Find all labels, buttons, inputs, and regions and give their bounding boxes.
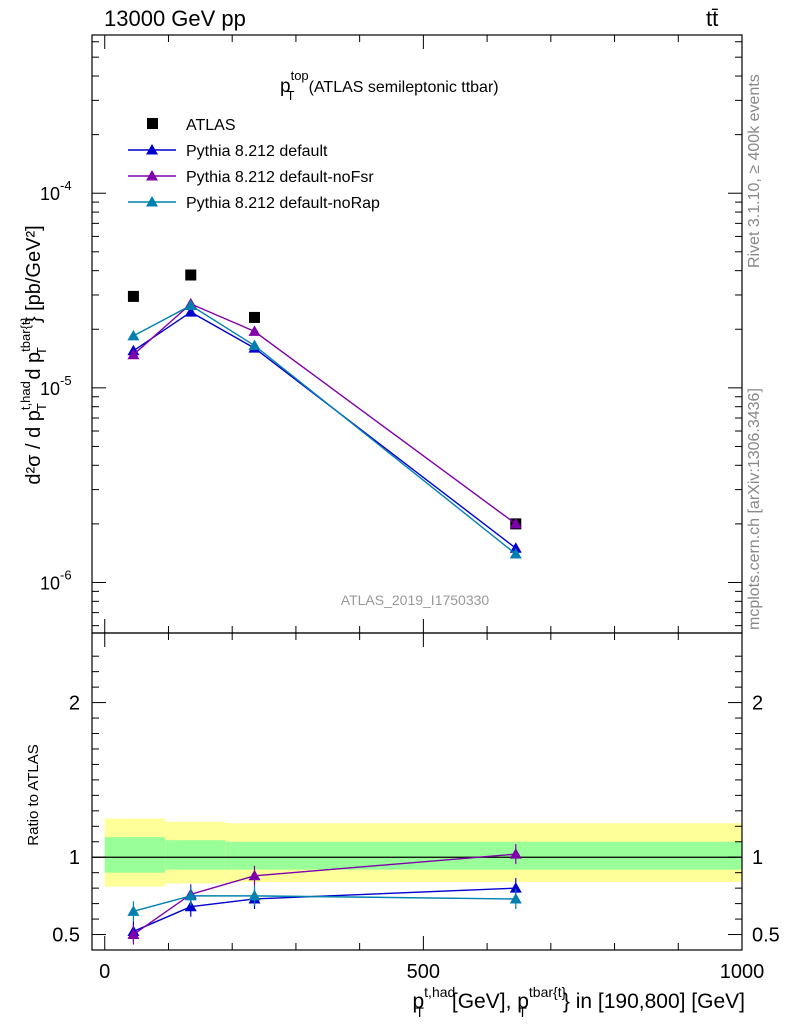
series-1 (127, 306, 522, 553)
ratio-point (184, 900, 197, 912)
x-tick-label: 500 (407, 961, 440, 983)
atlas-point (249, 311, 260, 323)
ratio-line (133, 887, 516, 933)
chart-title: ptop T (ATLAS semileptonic ttbar) (280, 68, 499, 103)
ratio-ylabel: Ratio to ATLAS (25, 744, 42, 845)
ratio-series-2 (127, 885, 522, 922)
upper-ylabel: d²σ / d pt,hadT d ptbar{t}T} [pb/GeV²] (18, 225, 49, 484)
mc-point (248, 325, 261, 336)
uncertainty-band-green (165, 840, 226, 870)
series-line (133, 304, 517, 555)
ratio-y-tick-label: 1 (69, 847, 80, 869)
mc-point (509, 517, 522, 529)
legend-label: Pythia 8.212 default-noFsr (186, 169, 374, 186)
mc-point (184, 306, 197, 317)
ratio-frame (91, 632, 743, 951)
mc-point (127, 348, 140, 360)
legend-marker (146, 144, 158, 155)
legend-marker (146, 196, 158, 207)
ratio-panel: 0.5 0.5 1 1 2 2 0 500 1000 Ratio to ATLAS pt,had… (25, 632, 780, 1020)
series-line (132, 303, 517, 525)
ratio-point (509, 892, 522, 904)
atlas-point (127, 290, 139, 302)
ratio-line (133, 853, 516, 936)
mc-point (184, 299, 197, 310)
ratio-point (509, 882, 522, 893)
mc-point (127, 329, 140, 341)
legend-item: Pythia 8.212 default (128, 143, 328, 160)
ratio-y-tick-label: 2 (69, 693, 80, 715)
legend-label: ATLAS (186, 117, 236, 134)
legend-item: ATLAS (147, 117, 236, 134)
y-tick-label: 10-5 (40, 373, 72, 399)
ratio-y-tick-label-right: 1 (752, 847, 763, 869)
y-tick-label: 10-4 (40, 178, 72, 204)
title-sup: top (291, 68, 309, 83)
uncertainty-band-green (225, 841, 290, 870)
legend-marker (146, 170, 158, 181)
mc-point (509, 548, 522, 559)
series-line (133, 311, 517, 549)
analysis-id-label: ATLAS_2019_I1750330 (341, 592, 490, 608)
mc-point (509, 542, 522, 553)
legend-marker (147, 118, 158, 129)
ratio-point (127, 905, 140, 916)
ratio-point (184, 889, 197, 901)
uncertainty-band-green (104, 837, 166, 873)
ratio-series-1 (127, 844, 522, 945)
ratio-line (133, 895, 516, 913)
ratio-point (248, 889, 261, 901)
legend-label: Pythia 8.212 default-noRap (186, 195, 380, 212)
ratio-series-0 (127, 878, 522, 942)
atlas-point (185, 269, 197, 281)
title-suffix: (ATLAS semileptonic ttbar) (309, 79, 499, 96)
x-tick-label: 1000 (720, 961, 765, 983)
legend: ATLAS Pythia 8.212 default Pythia 8.212 de… (128, 117, 380, 212)
x-tick-label: 0 (99, 961, 110, 983)
ratio-y-tick-label: 0.5 (52, 925, 80, 947)
series-3 (127, 299, 522, 559)
y-tick-label: 10-6 (40, 567, 72, 593)
header-energy-label: 13000 GeV pp (104, 6, 246, 31)
legend-item: Pythia 8.212 default-noFsr (128, 169, 374, 186)
legend-item: Pythia 8.212 default-noRap (128, 195, 380, 212)
title-base: p (280, 76, 291, 97)
ratio-point (248, 869, 261, 881)
ratio-point (127, 928, 140, 940)
svg-text:Ratio to ATLAS: Ratio to ATLAS (25, 744, 42, 845)
header-process-label: tt̄ (706, 6, 719, 31)
legend-label: Pythia 8.212 default (186, 143, 328, 160)
ratio-point (509, 848, 522, 859)
ratio-y-tick-label-right: 2 (752, 693, 763, 715)
title-sub: T (287, 88, 295, 103)
mc-point (248, 339, 261, 351)
svg-text:d²σ / d pt,hadT d ptbar{t}T} [: d²σ / d pt,hadT d ptbar{t}T} [pb/GeV²] (18, 225, 49, 484)
ratio-y-tick-label-right: 0.5 (752, 925, 780, 947)
series-2 (127, 297, 522, 529)
upper-panel: 10-6 10-5 10-4 ptop T (ATLAS semileptonic tt… (18, 34, 743, 634)
ratio-xlabel: pt,had T [GeV], ptbar{t} T} in [190,800] [G… (412, 984, 745, 1020)
